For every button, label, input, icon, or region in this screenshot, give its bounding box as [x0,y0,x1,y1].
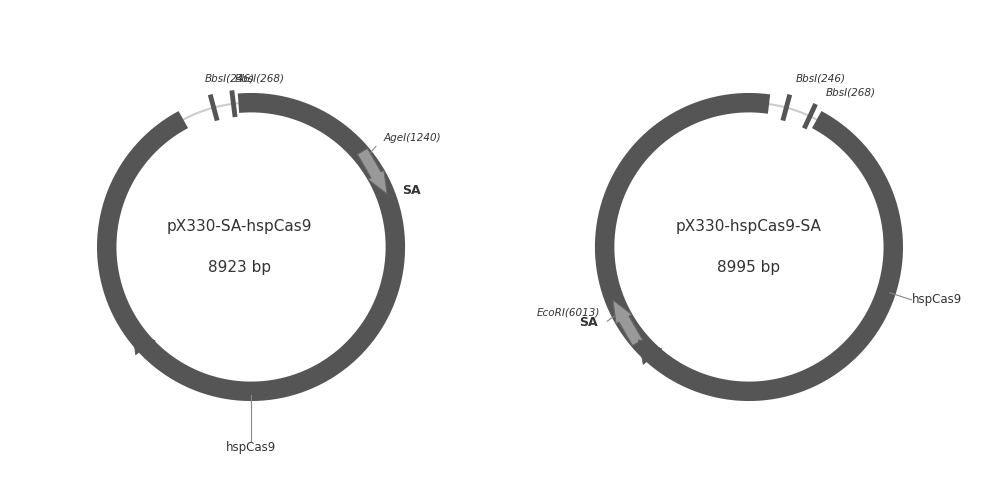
Text: pX330-hspCas9-SA: pX330-hspCas9-SA [676,219,822,234]
Text: pX330-SA-hspCas9: pX330-SA-hspCas9 [167,219,312,234]
Polygon shape [133,330,155,355]
Text: AgeI(1240): AgeI(1240) [384,133,441,143]
Text: BbsI(268): BbsI(268) [826,87,876,98]
Text: BbsI(246): BbsI(246) [205,74,255,84]
Text: BbsI(268): BbsI(268) [235,74,285,83]
Text: hspCas9: hspCas9 [226,441,276,453]
Text: 8923 bp: 8923 bp [208,260,271,275]
Polygon shape [638,340,662,365]
Text: BbsI(246): BbsI(246) [795,74,845,84]
Text: EcoRI(6013): EcoRI(6013) [536,307,600,317]
Text: SA: SA [403,184,421,197]
Text: 8995 bp: 8995 bp [717,260,781,275]
Polygon shape [613,300,643,346]
Polygon shape [357,148,387,194]
Text: SA: SA [579,317,597,329]
Text: hspCas9: hspCas9 [912,293,962,306]
